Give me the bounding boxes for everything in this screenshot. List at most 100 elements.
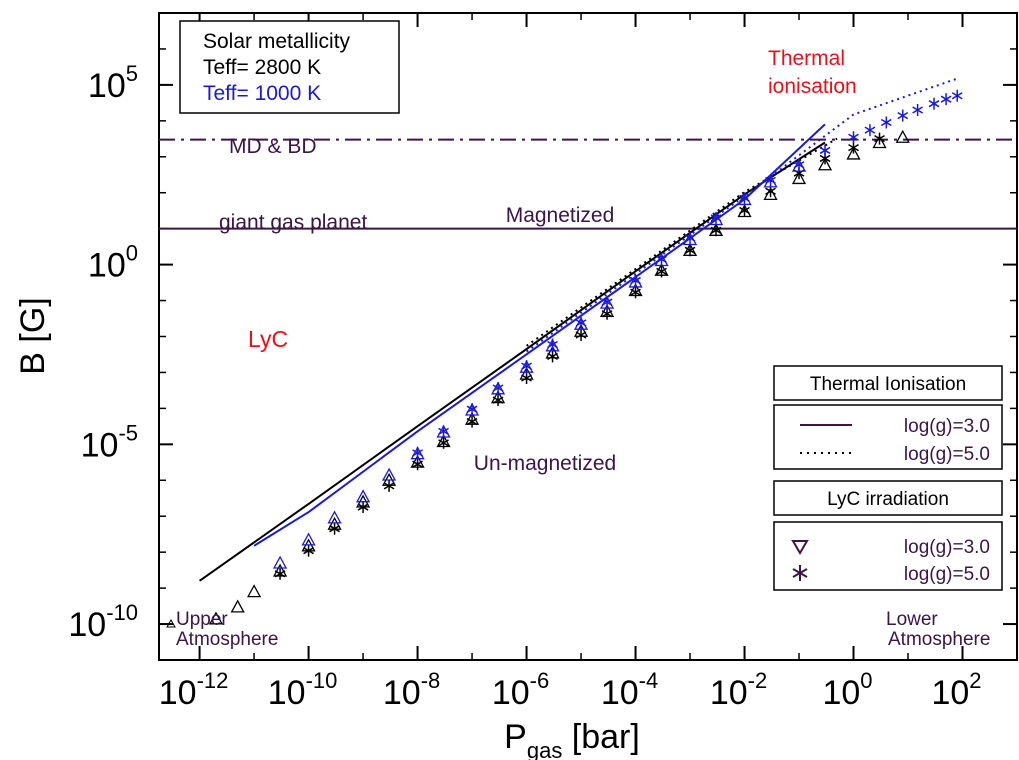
data-point-asterisk xyxy=(547,350,558,363)
legend-metallicity: Solar metallicity xyxy=(203,30,351,53)
data-point-asterisk xyxy=(630,274,641,287)
data-point-asterisk xyxy=(912,104,923,117)
legend-thermal-logg5: log(g)=5.0 xyxy=(904,444,990,465)
data-point-asterisk xyxy=(928,97,940,110)
legend-lyc-logg3: log(g)=3.0 xyxy=(904,537,990,558)
x-tick-label: 10-12 xyxy=(159,668,229,712)
x-tick-label: 10-6 xyxy=(492,668,549,712)
legend-thermal-title: Thermal Ionisation xyxy=(810,374,966,395)
x-tick-label: 10-4 xyxy=(601,668,658,712)
data-point-asterisk xyxy=(684,244,696,257)
y-axis: 10-10 10-5 100 105 xyxy=(68,12,1017,661)
data-point-asterisk xyxy=(897,109,909,122)
x-tick-label: 102 xyxy=(931,668,981,712)
data-point-asterisk xyxy=(521,372,532,385)
data-point-triangle xyxy=(737,204,752,218)
data-point-asterisk xyxy=(765,174,776,187)
legend-thermal-title-box xyxy=(773,365,1003,401)
data-point-triangle xyxy=(272,555,288,569)
data-point-asterisk xyxy=(466,415,478,428)
upper-marker-triangle xyxy=(166,618,176,628)
data-point-triangle xyxy=(301,532,316,546)
series-line xyxy=(526,137,838,347)
data-point-asterisk xyxy=(274,567,286,580)
data-point-triangle xyxy=(846,146,861,160)
y-tick-label: 105 xyxy=(88,61,138,105)
series-markers xyxy=(208,89,963,625)
x-tick-label: 10-8 xyxy=(383,668,440,712)
data-point-triangle xyxy=(654,253,669,267)
legend-top-left-frame xyxy=(179,20,400,114)
data-point-asterisk xyxy=(848,141,859,154)
y-tick-label: 10-5 xyxy=(81,420,138,464)
x-axis-title-unit: [bar] xyxy=(562,718,639,756)
data-point-triangle xyxy=(573,316,589,330)
legend-top-left: Solar metallicity Teff= 2800 K Teff= 100… xyxy=(179,20,400,114)
data-point-triangle xyxy=(327,510,342,524)
data-point-asterisk xyxy=(739,192,750,205)
data-point-triangle xyxy=(381,467,397,481)
data-point-asterisk xyxy=(630,286,641,299)
ref-label-md-bd: MD & BD xyxy=(229,135,317,158)
data-point-asterisk xyxy=(438,425,449,438)
data-point-asterisk xyxy=(412,446,423,459)
annotation-label: Lower xyxy=(886,609,938,630)
x-tick-label: 100 xyxy=(822,668,872,712)
annotation-label: Thermal xyxy=(768,47,845,70)
x-axis: 10-12 10-10 10-8 10-6 10-4 10-2 100 102 xyxy=(159,13,982,712)
data-point-triangle xyxy=(628,274,643,288)
data-point-triangle xyxy=(230,599,245,613)
data-point-asterisk xyxy=(466,403,478,416)
data-point-asterisk xyxy=(547,338,558,351)
data-point-asterisk xyxy=(819,144,831,157)
data-point-asterisk xyxy=(438,436,449,449)
legend-lyc-title: LyC irradiation xyxy=(827,489,949,510)
x-axis-title-sub: gas xyxy=(527,738,562,760)
annotation-label: Atmosphere xyxy=(888,629,990,650)
data-point-asterisk xyxy=(329,522,340,535)
data-point-asterisk xyxy=(492,381,504,394)
data-point-asterisk xyxy=(383,479,395,492)
data-point-asterisk xyxy=(575,329,587,342)
x-tick-label: 10-10 xyxy=(268,668,338,712)
legend-thermal: Thermal Ionisation log(g)=3.0 log(g)=5.0 xyxy=(773,365,1003,470)
legend-triangle-marker xyxy=(791,540,809,555)
legend-teff-1000: Teff= 1000 K xyxy=(203,82,321,105)
annotation-label: Atmosphere xyxy=(176,629,278,650)
data-point-triangle xyxy=(817,157,833,171)
data-point-asterisk xyxy=(940,93,952,106)
legend-asterisk-marker xyxy=(792,565,808,581)
data-point-triangle xyxy=(246,584,262,598)
ref-label-giant-gas-planet: giant gas planet xyxy=(219,211,367,234)
legend-lyc-title-box xyxy=(773,480,1003,516)
annotation-label: LyC xyxy=(248,326,288,352)
data-point-asterisk xyxy=(710,224,722,237)
y-axis-title: B [G] xyxy=(14,297,52,374)
legend-lyc-box xyxy=(773,521,1003,591)
data-point-asterisk xyxy=(848,131,859,144)
x-axis-title: Pgas [bar] xyxy=(504,718,640,760)
data-point-asterisk xyxy=(575,316,587,329)
annotations: Thermal ionisation Magnetized LyC Un-magneti… xyxy=(166,47,990,650)
reference-lines xyxy=(159,138,1017,230)
x-tick-label: 10-2 xyxy=(710,668,767,712)
annotation-label: Magnetized xyxy=(506,204,615,227)
data-point-asterisk xyxy=(601,307,613,320)
data-point-asterisk xyxy=(739,204,750,217)
data-point-triangle xyxy=(519,359,534,373)
data-point-asterisk xyxy=(412,458,423,471)
data-point-triangle xyxy=(872,135,887,149)
data-point-asterisk xyxy=(880,116,892,129)
annotation-label: ionisation xyxy=(768,75,857,98)
data-point-triangle xyxy=(791,171,807,185)
legend-teff-2800: Teff= 2800 K xyxy=(203,56,321,79)
data-point-asterisk xyxy=(864,124,876,137)
annotation-label: Upper xyxy=(176,609,228,630)
annotation-label: Un-magnetized xyxy=(474,452,616,475)
legend-lyc: LyC irradiation log(g)=3.0 log(g)=5.0 xyxy=(773,480,1003,591)
y-tick-label: 100 xyxy=(88,241,138,285)
x-axis-title-main: P xyxy=(504,718,527,756)
data-point-asterisk xyxy=(357,501,369,514)
data-point-asterisk xyxy=(684,231,696,244)
